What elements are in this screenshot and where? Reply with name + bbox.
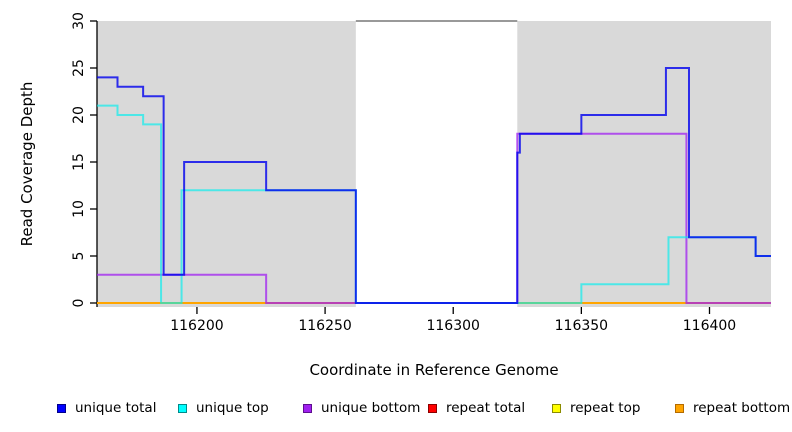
coverage-chart: 0 5 10 15 20 25 30 116200 116250 116300 116350 1164…	[71, 12, 771, 334]
y-tick-label: 25	[71, 59, 87, 77]
legend-label: unique bottom	[321, 400, 421, 416]
legend-swatch-icon	[552, 403, 561, 413]
y-axis-title: Read Coverage Depth	[18, 81, 36, 247]
legend-label: unique total	[75, 400, 157, 416]
legend-item-repeat-total: repeat total	[428, 399, 525, 417]
legend-swatch-icon	[178, 403, 187, 413]
y-tick-label: 0	[71, 299, 87, 308]
y-tick-label: 10	[71, 200, 87, 218]
series-unique-total	[97, 67, 771, 304]
masked-region	[517, 21, 771, 307]
y-tick-label: 15	[71, 153, 87, 171]
x-tick-label: 116300	[426, 318, 479, 334]
legend-label: unique top	[196, 400, 269, 416]
legend-item-unique-total: unique total	[57, 399, 156, 417]
legend-swatch-icon	[303, 403, 312, 413]
legend-item-unique-top: unique top	[178, 399, 269, 417]
y-tick-label: 20	[71, 106, 87, 124]
x-tick-label: 116200	[170, 318, 223, 334]
masked-region	[97, 21, 356, 307]
legend-item-repeat-bottom: repeat bottom	[675, 399, 790, 417]
legend-label: repeat total	[446, 400, 526, 416]
legend-label: repeat bottom	[693, 400, 791, 416]
x-tick-label: 116250	[298, 318, 351, 334]
legend-swatch-icon	[428, 403, 437, 413]
x-tick-label: 116400	[683, 318, 736, 334]
legend-swatch-icon	[57, 403, 66, 413]
x-tick-label: 116350	[555, 318, 608, 334]
legend-item-repeat-top: repeat top	[552, 399, 640, 417]
legend: unique total unique top unique bottom repea…	[0, 399, 792, 423]
legend-swatch-icon	[675, 403, 684, 413]
legend-label: repeat top	[570, 400, 641, 416]
y-tick-label: 30	[71, 12, 87, 30]
x-axis-title: Coordinate in Reference Genome	[309, 361, 559, 379]
y-tick-label: 5	[71, 252, 87, 261]
legend-item-unique-bottom: unique bottom	[303, 399, 420, 417]
chart-svg: 0 5 10 15 20 25 30 116200 116250 116300 116350 1164…	[71, 12, 771, 334]
